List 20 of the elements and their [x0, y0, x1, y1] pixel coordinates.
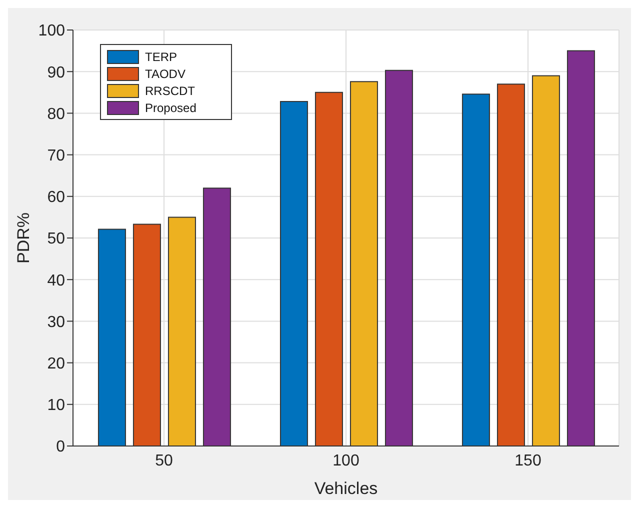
y-tick-label: 50	[47, 230, 66, 248]
y-tick-label: 0	[56, 438, 66, 456]
y-tick-label: 70	[47, 147, 66, 164]
y-tick-label: 40	[47, 272, 66, 290]
legend-label: TAODV	[145, 66, 186, 80]
x-tick-label: 100	[332, 452, 360, 470]
y-tick-label: 100	[38, 22, 66, 40]
y-tick-label: 90	[47, 64, 66, 82]
y-tick-label: 10	[47, 397, 66, 414]
y-axis-title: PDR%	[14, 212, 34, 264]
legend-label: Proposed	[145, 100, 196, 114]
y-tick-label: 30	[47, 314, 66, 331]
legend-label: RRSCDT	[145, 84, 195, 98]
y-tick-label: 20	[47, 355, 66, 372]
y-tick-label: 80	[47, 106, 66, 123]
x-tick-label: 50	[155, 452, 173, 470]
x-tick-label: 150	[514, 452, 542, 470]
legend-label: TERP	[145, 50, 178, 64]
x-axis-title: Vehicles	[314, 479, 378, 498]
y-tick-label: 60	[47, 189, 66, 206]
